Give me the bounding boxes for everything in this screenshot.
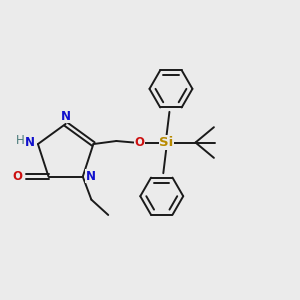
Text: Si: Si xyxy=(159,136,173,149)
Text: O: O xyxy=(134,136,144,149)
Text: N: N xyxy=(61,110,71,123)
Text: H: H xyxy=(16,134,25,147)
Text: N: N xyxy=(86,169,96,182)
Text: N: N xyxy=(25,136,35,149)
Text: O: O xyxy=(13,170,23,183)
